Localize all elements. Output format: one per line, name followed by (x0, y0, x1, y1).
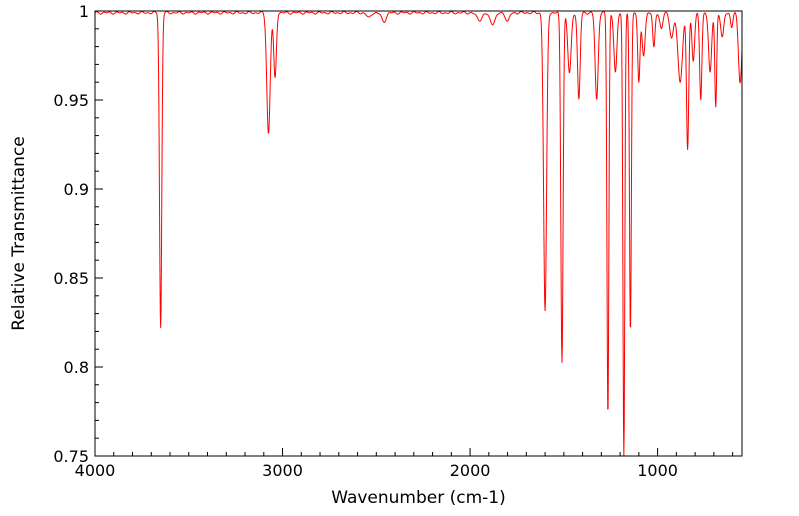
plot-background (95, 11, 742, 456)
y-tick-label: 1 (79, 2, 89, 21)
y-tick-label: 0.75 (53, 447, 89, 466)
y-tick-label: 0.95 (53, 91, 89, 110)
y-axis-title: Relative Transmittance (9, 136, 29, 331)
tick-layer: 4000 3000 2000 1000 0.75 0.8 0.85 0.9 0.95 1 (53, 2, 734, 480)
plot-frame (94, 10, 743, 457)
x-tick-label: 2000 (450, 461, 491, 480)
y-tick-label: 0.9 (64, 180, 89, 199)
y-tick-label: 0.8 (64, 358, 89, 377)
y-tick-label: 0.85 (53, 269, 89, 288)
series-layer (94, 10, 743, 457)
x-tick-label: 4000 (75, 461, 116, 480)
x-tick-label: 3000 (262, 461, 303, 480)
x-axis-title: Wavenumber (cm-1) (331, 488, 506, 508)
spectrum-line-0 (94, 10, 743, 457)
x-tick-label: 1000 (637, 461, 678, 480)
